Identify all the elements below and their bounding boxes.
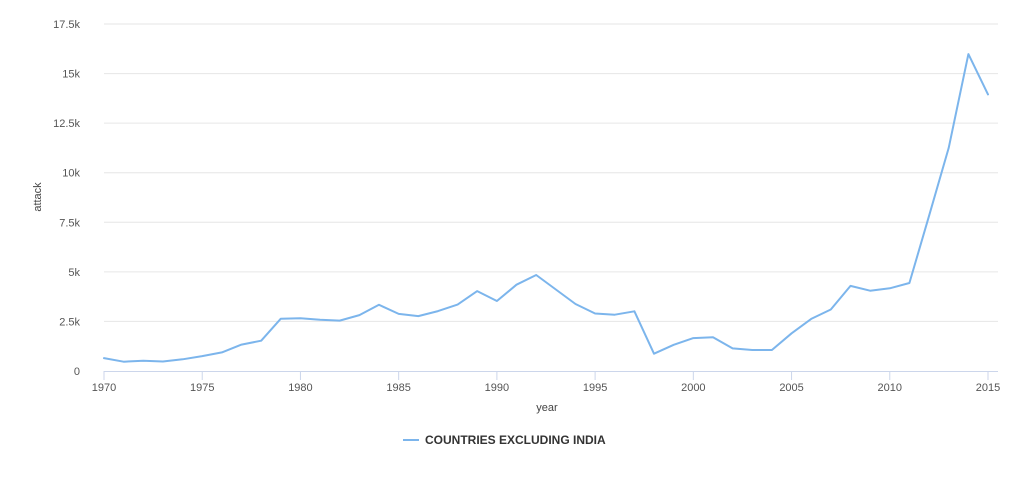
series-layer	[103, 53, 989, 363]
x-tick-label: 2015	[976, 382, 1000, 394]
y-axis-tick-labels: 0 2.5k 5k 7.5k 10k 12.5k 15k 17.5k	[53, 19, 80, 378]
x-axis	[103, 371, 998, 380]
x-axis-title: year	[536, 402, 558, 414]
x-tick-label: 1990	[485, 382, 509, 394]
series-line	[103, 53, 989, 363]
y-tick-label: 0	[74, 366, 80, 378]
x-tick-label: 2005	[779, 382, 803, 394]
y-tick-label: 7.5k	[59, 217, 80, 229]
y-tick-label: 5k	[68, 267, 80, 279]
x-tick-label: 1975	[190, 382, 214, 394]
grid-lines	[104, 23, 998, 322]
y-tick-label: 2.5k	[59, 316, 80, 328]
x-tick-label: 1980	[288, 382, 312, 394]
x-tick-label: 1995	[583, 382, 607, 394]
y-tick-label: 12.5k	[53, 118, 80, 130]
y-axis-title: attack	[32, 182, 44, 212]
x-axis-tick-labels: 1970 1975 1980 1985 1990 1995 2000 2005 2010 2015	[92, 382, 1000, 394]
y-tick-label: 10k	[62, 168, 80, 180]
y-tick-label: 17.5k	[53, 19, 80, 31]
y-tick-label: 15k	[62, 69, 80, 81]
legend[interactable]: COUNTRIES EXCLUDING INDIA	[403, 433, 606, 447]
legend-label: COUNTRIES EXCLUDING INDIA	[425, 433, 606, 447]
x-tick-label: 2000	[681, 382, 705, 394]
x-tick-label: 2010	[878, 382, 902, 394]
x-tick-label: 1970	[92, 382, 116, 394]
x-tick-label: 1985	[386, 382, 410, 394]
